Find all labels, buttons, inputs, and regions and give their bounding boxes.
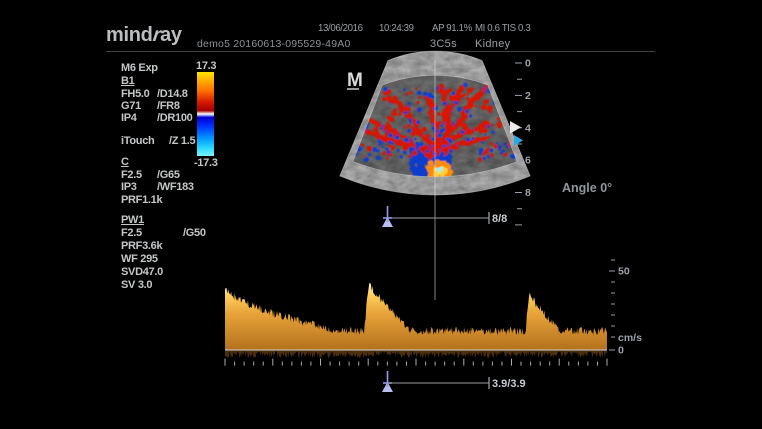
svg-text:50: 50 <box>618 266 630 278</box>
svg-text:3.9/3.9: 3.9/3.9 <box>492 378 526 390</box>
svg-text:cm/s: cm/s <box>618 332 642 344</box>
svg-text:0: 0 <box>618 345 624 357</box>
